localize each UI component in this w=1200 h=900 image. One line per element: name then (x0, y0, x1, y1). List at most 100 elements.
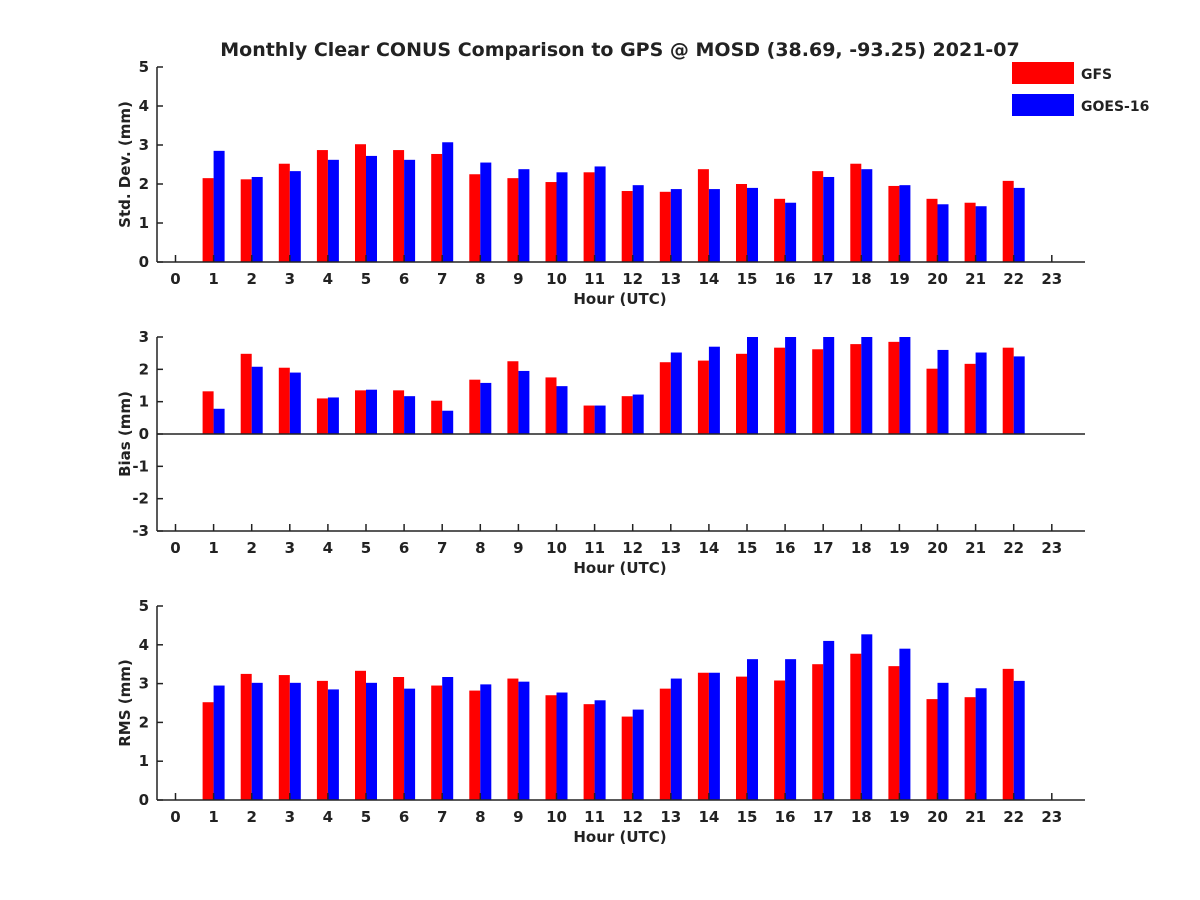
x-tick-label: 14 (698, 270, 719, 288)
y-axis-label: Std. Dev. (mm) (116, 101, 134, 228)
bar-goes16-hour-22 (1013, 680, 1025, 800)
bar-goes16-hour-18 (861, 634, 873, 800)
bar-goes16-hour-13 (670, 352, 682, 434)
x-tick-label: 13 (660, 539, 681, 557)
bar-gfs-hour-3 (278, 367, 290, 434)
x-tick-label: 1 (208, 270, 218, 288)
y-tick-label: 2 (139, 360, 149, 378)
bar-gfs-hour-18 (850, 163, 862, 262)
x-tick-label: 6 (399, 539, 409, 557)
x-tick-label: 23 (1041, 270, 1062, 288)
x-tick-label: 23 (1041, 539, 1062, 557)
x-tick-label: 22 (1003, 539, 1024, 557)
x-tick-label: 6 (399, 270, 409, 288)
bar-goes16-hour-7 (442, 142, 454, 262)
x-tick-label: 7 (437, 270, 447, 288)
bar-gfs-hour-16 (774, 347, 786, 434)
bar-gfs-hour-8 (469, 690, 481, 800)
x-tick-label: 11 (584, 808, 605, 826)
bar-goes16-hour-4 (327, 159, 339, 262)
bar-gfs-hour-10 (545, 182, 557, 262)
bar-goes16-hour-18 (861, 337, 873, 434)
x-tick-label: 1 (208, 539, 218, 557)
bar-goes16-hour-22 (1013, 356, 1025, 434)
bar-goes16-hour-20 (937, 682, 949, 800)
bar-goes16-hour-17 (823, 337, 835, 434)
x-tick-label: 17 (813, 539, 834, 557)
bar-goes16-hour-21 (975, 688, 987, 800)
y-tick-label: 2 (139, 175, 149, 193)
bar-gfs-hour-20 (926, 368, 938, 434)
bar-gfs-hour-13 (659, 362, 671, 434)
y-axis-label: RMS (mm) (116, 659, 134, 746)
legend-swatch-gfs (1012, 62, 1074, 84)
bar-gfs-hour-3 (278, 675, 290, 800)
bar-gfs-hour-21 (964, 697, 976, 800)
x-tick-label: 3 (285, 539, 295, 557)
bar-gfs-hour-2 (240, 179, 252, 262)
bar-gfs-hour-9 (507, 361, 519, 434)
x-tick-label: 4 (323, 270, 333, 288)
y-tick-label: 4 (139, 97, 149, 115)
bar-goes16-hour-11 (594, 166, 606, 262)
y-tick-label: 1 (139, 752, 149, 770)
y-tick-label: 3 (139, 136, 149, 154)
bar-gfs-hour-15 (736, 353, 747, 434)
bar-goes16-hour-20 (937, 204, 949, 262)
bar-gfs-hour-22 (1002, 668, 1014, 800)
bar-gfs-hour-20 (926, 198, 938, 262)
x-tick-label: 14 (698, 539, 719, 557)
bar-gfs-hour-14 (697, 169, 709, 262)
x-tick-label: 12 (622, 270, 643, 288)
x-tick-label: 2 (246, 808, 256, 826)
x-tick-label: 7 (437, 808, 447, 826)
x-tick-label: 19 (889, 808, 910, 826)
x-tick-label: 16 (775, 539, 796, 557)
x-tick-label: 4 (323, 539, 333, 557)
y-tick-label: 2 (139, 713, 149, 731)
bar-goes16-hour-6 (404, 396, 416, 434)
bar-gfs-hour-7 (431, 400, 443, 434)
x-tick-label: 21 (965, 808, 986, 826)
x-tick-label: 16 (775, 808, 796, 826)
bar-goes16-hour-4 (327, 689, 339, 800)
bar-gfs-hour-22 (1002, 347, 1014, 434)
x-tick-label: 3 (285, 808, 295, 826)
bar-goes16-hour-9 (518, 681, 530, 800)
x-tick-label: 10 (546, 270, 567, 288)
x-tick-label: 13 (660, 270, 681, 288)
bar-gfs-hour-11 (583, 704, 595, 800)
x-tick-label: 9 (513, 808, 523, 826)
bar-gfs-hour-5 (355, 390, 366, 434)
bar-gfs-hour-17 (812, 171, 824, 262)
bar-gfs-hour-1 (202, 702, 214, 800)
bar-gfs-hour-17 (812, 664, 824, 800)
bar-gfs-hour-16 (774, 680, 786, 800)
bar-goes16-hour-13 (670, 678, 682, 800)
bar-goes16-hour-12 (632, 185, 644, 262)
bar-goes16-hour-16 (785, 659, 797, 800)
x-tick-label: 2 (246, 539, 256, 557)
x-tick-label: 4 (323, 808, 333, 826)
bar-goes16-hour-3 (289, 682, 301, 800)
bar-goes16-hour-16 (785, 202, 797, 262)
x-tick-label: 8 (475, 270, 485, 288)
bar-gfs-hour-11 (583, 172, 595, 262)
bar-gfs-hour-9 (507, 178, 519, 262)
x-tick-label: 0 (170, 539, 180, 557)
bar-gfs-hour-16 (774, 198, 786, 262)
x-tick-label: 10 (546, 539, 567, 557)
x-tick-label: 22 (1003, 808, 1024, 826)
bar-goes16-hour-15 (747, 337, 758, 434)
bar-goes16-hour-21 (975, 352, 987, 434)
bar-goes16-hour-1 (213, 408, 225, 434)
y-tick-label: -3 (132, 522, 149, 540)
x-tick-label: 5 (361, 808, 371, 826)
bar-gfs-hour-19 (888, 341, 900, 434)
x-tick-label: 11 (584, 539, 605, 557)
bar-goes16-hour-12 (632, 709, 644, 800)
